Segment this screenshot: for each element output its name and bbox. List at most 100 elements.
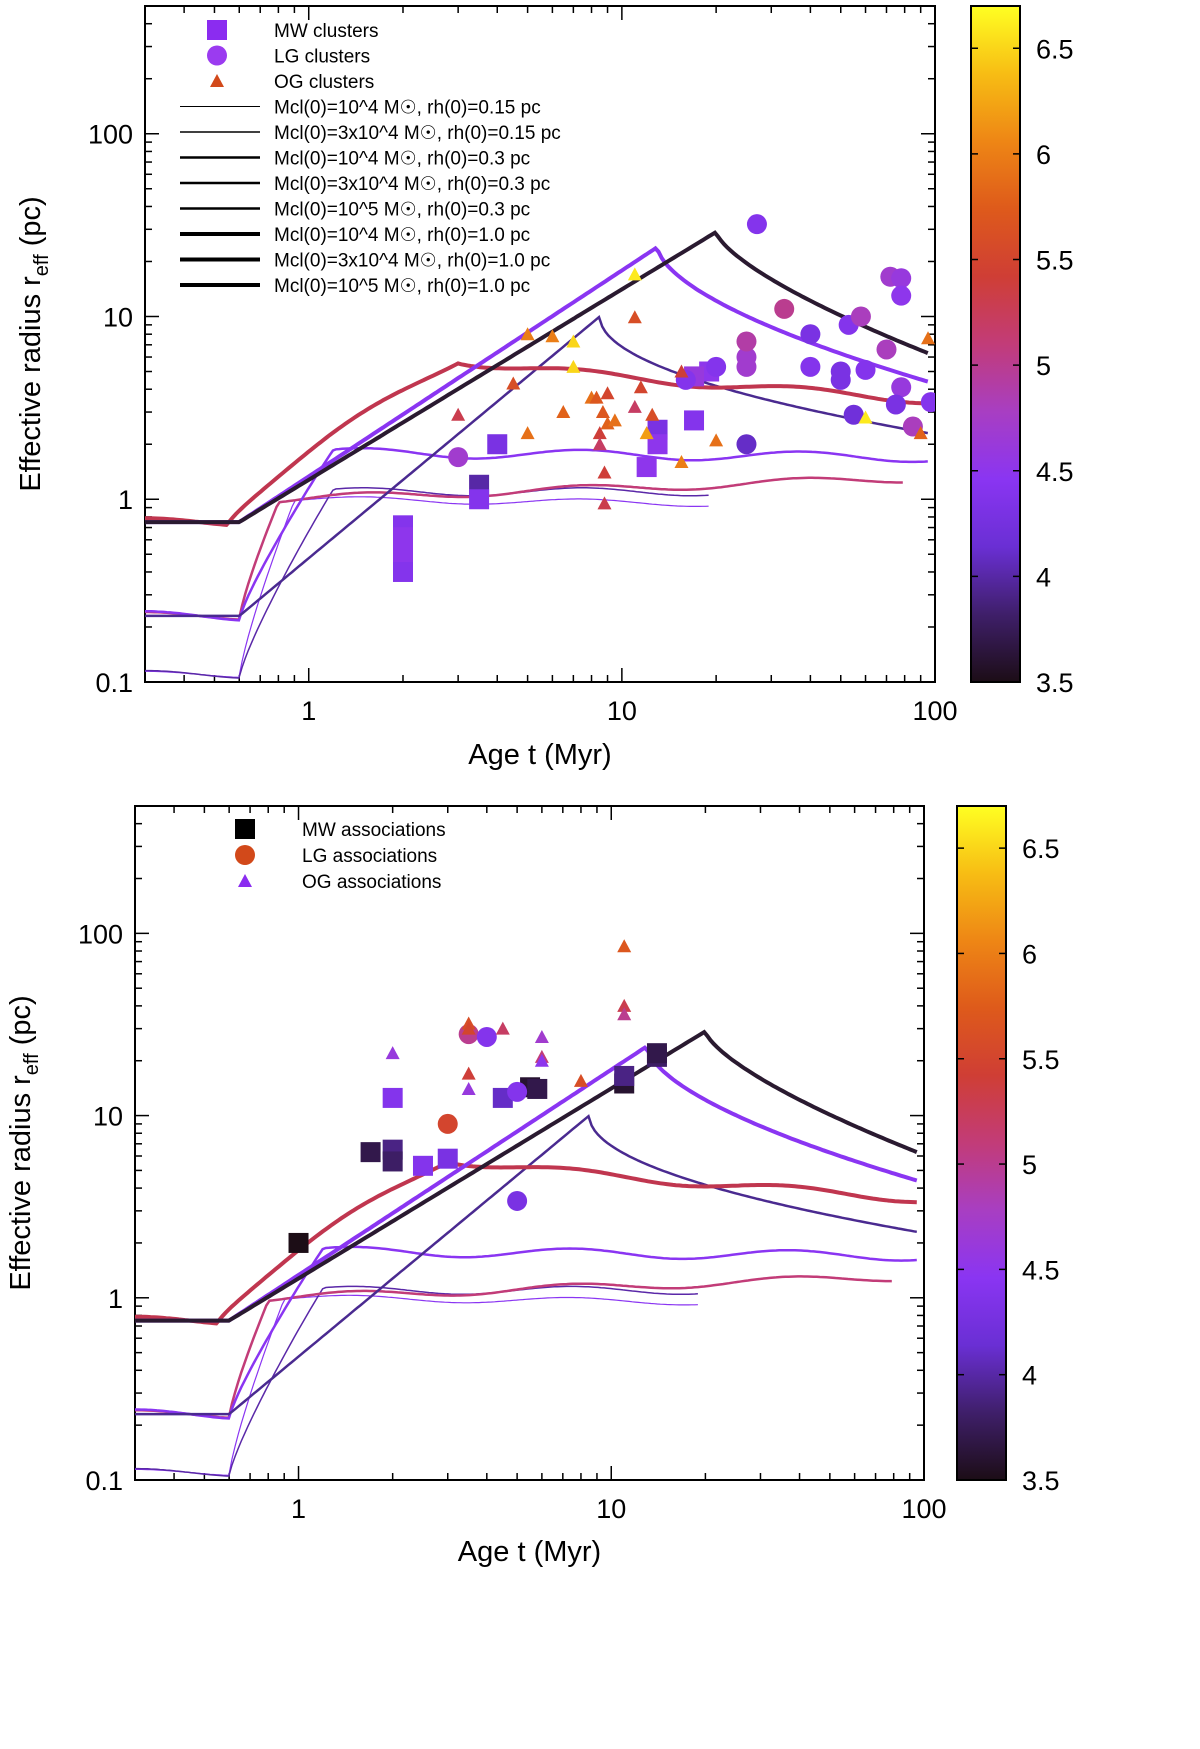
legend-label: Mcl(0)=10^5 M☉, rh(0)=1.0 pc — [274, 276, 530, 297]
series-2 — [451, 267, 935, 510]
x-tick-label: 1 — [301, 696, 316, 726]
legend-label: Mcl(0)=10^4 M☉, rh(0)=0.15 pc — [274, 98, 541, 119]
model-track-line — [135, 1285, 698, 1477]
legend-marker-circle — [235, 845, 255, 865]
data-point-triangle — [921, 331, 935, 345]
data-point-circle — [850, 306, 871, 327]
data-point-square — [392, 527, 413, 548]
model-tracks — [135, 1029, 918, 1477]
model-track-line — [135, 1245, 917, 1420]
data-point-square — [646, 1043, 667, 1064]
data-point-triangle — [592, 426, 607, 440]
data-point-circle — [876, 339, 897, 360]
data-point-triangle — [495, 1021, 510, 1035]
data-point-triangle — [385, 1046, 400, 1060]
legend-label: MW associations — [302, 820, 446, 841]
data-point-circle — [891, 268, 912, 289]
legend: MW associations LG associations OG associa… — [235, 819, 446, 893]
data-point-square — [288, 1232, 309, 1253]
colorbar-tick-label: 6.5 — [1036, 34, 1074, 64]
y-axis-label-main: Effective radius r — [15, 276, 47, 492]
data-point-triangle — [627, 399, 642, 413]
x-tick-label: 10 — [596, 1494, 626, 1524]
legend: MW clusters LG clusters OG clusters Mcl(0)=… — [180, 20, 561, 297]
data-point-circle — [736, 347, 757, 368]
data-point-circle — [800, 324, 821, 345]
colorbar-tick-label: 4 — [1022, 1361, 1037, 1391]
legend-label: Mcl(0)=10^5 M☉, rh(0)=0.3 pc — [274, 200, 530, 221]
legend-label: Mcl(0)=3x10^4 M☉, rh(0)=0.15 pc — [274, 123, 561, 144]
data-point-circle — [891, 285, 912, 306]
data-point-triangle — [639, 426, 654, 440]
data-point-square — [392, 561, 413, 582]
legend-marker-triangle — [210, 74, 224, 87]
data-point-triangle — [627, 310, 642, 324]
data-point-triangle — [633, 380, 648, 394]
colorbar-tick-label: 5 — [1022, 1150, 1037, 1180]
data-point-triangle — [534, 1053, 549, 1067]
series-2 — [385, 939, 632, 1095]
data-point-circle — [885, 394, 906, 415]
legend-label: Mcl(0)=10^4 M☉, rh(0)=0.3 pc — [274, 149, 530, 170]
data-point-circle — [448, 447, 469, 468]
data-point-triangle — [566, 359, 581, 373]
top-panel: 1 10 100 0.1 1 10 100 Age t (Myr) Effective radi… — [15, 5, 1074, 771]
data-point-circle — [507, 1081, 528, 1102]
series-1 — [437, 1024, 528, 1211]
data-point-circle — [920, 392, 935, 413]
colorbar-tick-label: 6 — [1036, 140, 1051, 170]
data-point-triangle — [674, 364, 689, 378]
colorbar-tick-label: 3.5 — [1022, 1466, 1060, 1496]
x-tick-label: 100 — [912, 696, 957, 726]
data-point-triangle — [451, 407, 466, 421]
data-point-circle — [855, 359, 876, 380]
data-point-triangle — [597, 496, 612, 510]
legend-marker-square — [207, 20, 227, 40]
data-point-triangle — [617, 939, 632, 953]
model-track-line — [135, 1029, 918, 1323]
x-axis-label: Age t (Myr) — [468, 739, 611, 771]
data-point-square — [382, 1087, 403, 1108]
data-point-triangle — [534, 1029, 549, 1043]
data-point-triangle — [607, 413, 622, 427]
data-point-circle — [706, 356, 727, 377]
data-point-square — [684, 410, 705, 431]
model-track-line — [145, 230, 929, 525]
data-point-circle — [774, 298, 795, 319]
colorbar — [970, 5, 1021, 683]
data-point-circle — [736, 331, 757, 352]
y-axis-label: Effective radius reff (pc) — [15, 196, 53, 491]
data-point-triangle — [556, 405, 571, 419]
y-tick-label: 10 — [93, 1102, 123, 1132]
model-track-line — [135, 1275, 892, 1420]
data-point-triangle — [600, 386, 615, 400]
legend-marker-circle — [207, 45, 227, 66]
data-point-square — [382, 1151, 403, 1172]
data-point-triangle — [573, 1073, 588, 1087]
model-track-line — [145, 245, 929, 525]
y-axis-label-sub: eff — [21, 1053, 43, 1075]
colorbar-tick-label: 4.5 — [1036, 457, 1074, 487]
y-tick-label: 100 — [78, 919, 123, 949]
x-tick-label: 100 — [901, 1494, 946, 1524]
colorbar — [956, 805, 1007, 1481]
data-point-triangle — [566, 334, 581, 348]
data-point-triangle — [709, 433, 724, 447]
data-point-circle — [891, 377, 912, 398]
data-point-triangle — [595, 405, 610, 419]
bottom-panel: 1 10 100 0.1 1 10 100 Age t (Myr) Effective radi… — [5, 805, 1060, 1568]
data-point-square — [469, 489, 490, 510]
data-point-square — [487, 434, 508, 455]
data-point-circle — [437, 1113, 458, 1134]
y-axis-label-tail: (pc) — [15, 196, 47, 254]
colorbar-tick-label: 6 — [1022, 939, 1037, 969]
legend-label: MW clusters — [274, 21, 379, 42]
data-point-triangle — [592, 437, 607, 451]
data-point-triangle — [520, 327, 535, 341]
y-tick-label: 100 — [88, 120, 133, 150]
data-point-triangle — [627, 267, 642, 281]
y-axis-label-main: Effective radius r — [5, 1075, 37, 1291]
data-point-triangle — [461, 1081, 476, 1095]
data-point-circle — [830, 369, 851, 390]
